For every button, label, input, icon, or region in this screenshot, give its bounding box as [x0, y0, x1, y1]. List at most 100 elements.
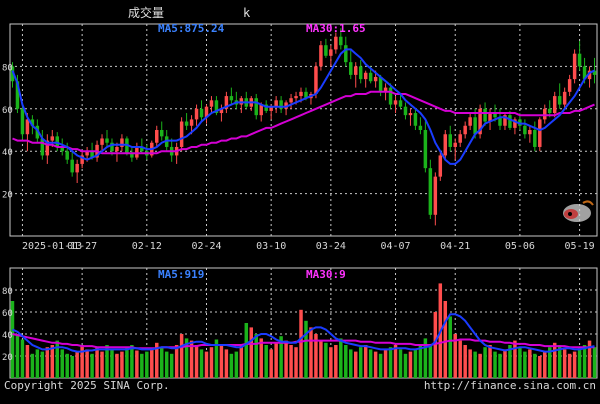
candle-down: [60, 146, 64, 152]
candle-up: [478, 108, 482, 135]
candle-down: [254, 98, 258, 116]
volume-bar-down: [304, 320, 308, 378]
volume-bar-down: [60, 349, 64, 378]
candle-down: [125, 138, 129, 154]
candle-down: [388, 87, 393, 105]
candle-down: [184, 121, 189, 126]
volume-bar-up: [194, 345, 199, 378]
candle-up: [155, 130, 159, 143]
candle-down: [90, 151, 94, 158]
candle-up: [319, 45, 323, 67]
x-tick-label: 04-21: [440, 241, 470, 252]
candle-up: [45, 140, 50, 156]
volume-bar-down: [448, 316, 452, 378]
candle-up: [219, 108, 224, 114]
candle-up: [115, 146, 119, 152]
volume-bar-up: [269, 349, 273, 378]
volume-bar-down: [164, 351, 169, 378]
volume-bar-up: [528, 349, 532, 378]
volume-bar-down: [169, 353, 174, 378]
candle-down: [428, 168, 433, 215]
candle-up: [433, 176, 438, 215]
volume-bar-up: [329, 347, 333, 378]
y-tick-label: 20: [2, 191, 13, 201]
volume-bar-up: [543, 351, 547, 378]
candle-up: [80, 155, 84, 164]
copyright-text: Copyright 2025 SINA Corp.: [4, 379, 170, 392]
candle-up: [209, 100, 214, 107]
volume-bar-down: [344, 345, 348, 378]
volume-bar-down: [40, 351, 45, 378]
candle-up: [513, 119, 517, 128]
candle-up: [314, 66, 318, 94]
y-tick-label: 60: [2, 309, 13, 319]
volume-bar-up: [100, 351, 104, 378]
candle-down: [533, 130, 537, 147]
volume-bar-down: [413, 349, 418, 378]
candle-down: [368, 72, 373, 82]
y-tick-label: 60: [2, 106, 13, 116]
candle-down: [413, 113, 418, 126]
volume-bar-down: [592, 347, 597, 378]
volume-bar-up: [95, 347, 99, 378]
candle-down: [582, 66, 587, 80]
candle-up: [562, 91, 567, 105]
volume-bar-up: [443, 301, 448, 378]
volume-bar-up: [135, 350, 139, 378]
volume-bar-up: [587, 340, 592, 378]
volume-bar-up: [45, 347, 50, 378]
candle-up: [373, 77, 378, 82]
candle-up: [289, 98, 293, 103]
volume-bar-down: [10, 301, 15, 378]
candle-up: [587, 70, 592, 80]
volume-bar-down: [125, 347, 129, 378]
volume-bar-down: [557, 345, 562, 378]
volume-bar-up: [309, 327, 313, 378]
volume-bar-down: [20, 339, 25, 378]
volume-bar-down: [30, 353, 35, 378]
volume-bar-down: [358, 347, 363, 378]
volume-bar-down: [264, 345, 268, 378]
volume-bar-up: [189, 340, 194, 378]
volume-bar-down: [90, 353, 94, 378]
price-ma5-line: [11, 48, 595, 165]
volume-bar-up: [155, 342, 159, 378]
candle-up: [363, 72, 368, 80]
volume-bar-up: [538, 356, 542, 378]
volume-bar-up: [179, 334, 184, 378]
volume-bar-up: [314, 334, 318, 378]
candle-up: [488, 113, 492, 122]
candle-down: [20, 108, 25, 135]
volume-bar-down: [423, 338, 428, 378]
candle-down: [448, 134, 452, 147]
volume-bar-up: [552, 342, 557, 378]
candle-down: [105, 138, 109, 143]
volume-bar-up: [299, 309, 303, 378]
volume-bar-up: [468, 349, 472, 378]
volume-bar-up: [25, 345, 30, 378]
candle-down: [10, 66, 15, 82]
candle-down: [592, 70, 597, 75]
volume-bar-down: [493, 351, 497, 378]
candle-up: [274, 100, 278, 107]
volume-bar-down: [229, 353, 234, 378]
candle-up: [463, 125, 467, 135]
volume-bar-down: [159, 347, 164, 378]
candle-up: [453, 142, 457, 147]
candle-down: [344, 45, 348, 63]
volume-bar-down: [105, 345, 109, 378]
candle-down: [199, 108, 204, 118]
volume-bar-up: [353, 351, 358, 378]
volume-bar-down: [199, 349, 204, 378]
candle-up: [572, 53, 577, 80]
volume-bar-up: [503, 349, 507, 378]
volume-bar-up: [373, 351, 378, 378]
candle-up: [179, 121, 184, 147]
candle-up: [468, 117, 472, 126]
candle-up: [329, 49, 333, 56]
candle-down: [398, 100, 403, 107]
panel-frame: [9, 267, 598, 379]
volume-bar-up: [150, 349, 154, 378]
candle-down: [378, 77, 383, 92]
